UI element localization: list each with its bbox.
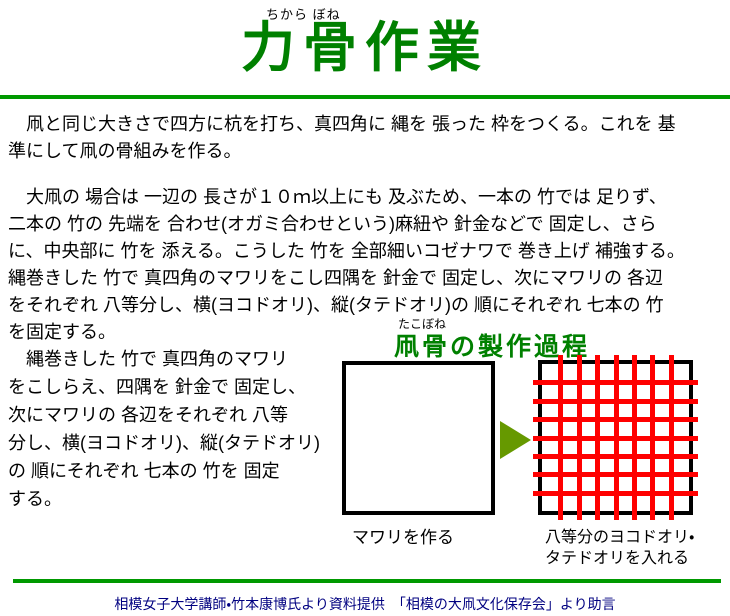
text-line: 縄巻きした 竹で 真四角のマワリ (8, 349, 289, 369)
text-line: 準にして凧の骨組みを作る。 (8, 141, 242, 161)
top-rule-divider (0, 95, 730, 99)
grid-line-horizontal (533, 453, 698, 459)
text-line: 凧と同じ大きさで四方に杭を打ち、真四角に 縄を 張った 枠をつくる。これを 基 (8, 114, 676, 134)
bottom-rule-divider (13, 579, 721, 583)
diagram-heading-furigana: たこぼね (398, 317, 447, 331)
grid-line-vertical (631, 355, 637, 520)
grid-line-horizontal (533, 435, 698, 441)
diagram-heading: 凧骨の製作過程 (394, 333, 591, 361)
grid-line-horizontal (533, 490, 698, 496)
side-paragraph: 縄巻きした 竹で 真四角のマワリ をこしらえ、四隅を 針金で 固定し、 次にマワリの… (8, 345, 342, 513)
text-line: の 順にそれぞれ 七本の 竹を 固定 (8, 461, 280, 481)
grid-square (533, 355, 698, 520)
text-line: 次にマワリの 各辺をそれぞれ 八等 (8, 405, 289, 425)
caption-right: 八等分のヨコドオリ・ タテドオリを入れる (545, 527, 694, 569)
text-line: を固定する。 (8, 322, 116, 342)
title-furigana: ちから ぼね (266, 7, 341, 22)
main-paragraph: 大凧の 場合は 一辺の 長さが１０ｍ以上にも 及ぶため、一本の 竹では 足りず、… (8, 184, 724, 346)
text-line: する。 (8, 489, 62, 509)
text-line: をこしらえ、四隅を 針金で 固定し、 (8, 377, 307, 397)
text-line: 縄巻きした 竹で 真四角のマワリをこし四隅を 針金で 固定し、次にマワリの 各辺 (8, 268, 664, 288)
page-title: 力骨作業 (241, 18, 489, 78)
text-line: 分し、横(ヨコドオリ)、縦(タテドオリ) (8, 433, 320, 453)
text-line: に、中央部に 竹を 添える。こうした 竹を 全部細いコゼナワで 巻き上げ 補強す… (8, 241, 685, 261)
arrow-right-icon (500, 421, 531, 459)
text-line: タテドオリを入れる (545, 550, 690, 567)
grid-line-horizontal (533, 472, 698, 478)
grid-line-vertical (650, 355, 656, 520)
text-line: 八等分のヨコドオリ・ (545, 529, 695, 546)
grid-line-vertical (668, 355, 674, 520)
caption-left: マワリを作る (352, 528, 454, 547)
footer-credit: 相模女子大学講師・竹本康博氏より資料提供 「相模の大凧文化保存会」より助言 (114, 596, 616, 612)
text-line: 二本の 竹の 先端を 合わせ(オガミ合わせという)麻紐や 針金などで 固定し、さ… (8, 214, 657, 234)
empty-frame-square (342, 361, 495, 515)
text-line: 大凧の 場合は 一辺の 長さが１０ｍ以上にも 及ぶため、一本の 竹では 足りず、 (8, 187, 667, 207)
intro-paragraph: 凧と同じ大きさで四方に杭を打ち、真四角に 縄を 張った 枠をつくる。これを 基準… (8, 111, 724, 165)
text-line: をそれぞれ 八等分し、横(ヨコドオリ)、縦(タテドオリ)の 順にそれぞれ 七本の… (8, 295, 664, 315)
